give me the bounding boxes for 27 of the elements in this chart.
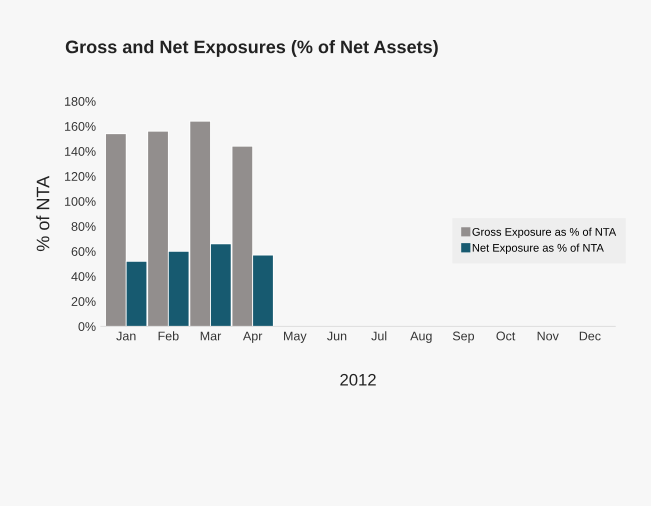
x-tick-label: Sep	[452, 332, 474, 343]
y-tick-label: 180%	[65, 97, 96, 106]
chart-title: Gross and Net Exposures (% of Net Assets)	[66, 40, 438, 57]
y-tick-label: 140%	[65, 147, 96, 156]
x-tick-label: May	[284, 332, 307, 343]
y-tick-label: 80%	[72, 222, 96, 231]
x-tick-label: Jan	[116, 332, 136, 340]
x-tick-label: Dec	[580, 332, 601, 340]
x-tick-label: Jun	[327, 332, 346, 340]
y-tick-label: 120%	[65, 172, 96, 181]
x-tick-label: Feb	[158, 331, 179, 340]
y-tick-label: 20%	[72, 297, 96, 306]
y-tick-label: 100%	[65, 197, 96, 206]
x-tick-label: Aug	[410, 332, 432, 343]
x-axis-title: 2012	[340, 374, 376, 386]
x-tick-label: Nov	[538, 332, 559, 340]
legend-label: Gross Exposure as % of NTA	[472, 228, 616, 238]
legend-label: Net Exposure as % of NTA	[472, 244, 604, 254]
x-tick-label: Mar	[200, 332, 222, 340]
y-axis-title: % of NTA	[36, 176, 50, 252]
y-tick-label: 0%	[78, 322, 96, 332]
y-tick-label: 60%	[72, 247, 96, 256]
x-tick-label: Oct	[496, 332, 516, 340]
x-tick-label: Jul	[371, 331, 386, 340]
x-tick-label: Apr	[242, 332, 262, 343]
y-tick-label: 160%	[65, 122, 96, 131]
y-tick-label: 40%	[71, 272, 96, 281]
